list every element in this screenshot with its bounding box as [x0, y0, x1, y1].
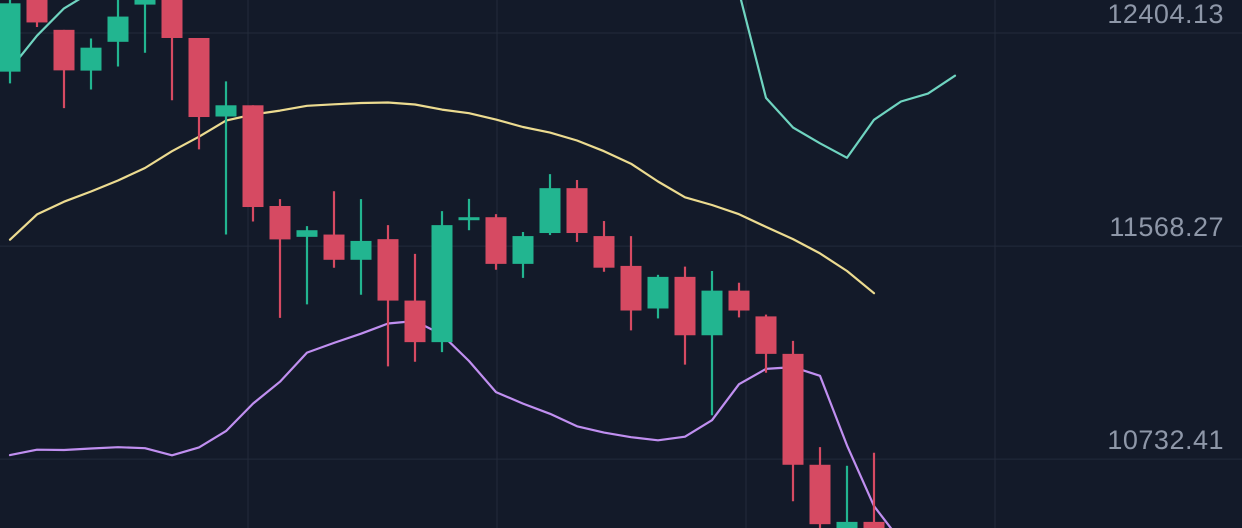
- candle: [404, 253, 426, 362]
- candle: [161, 0, 183, 101]
- middle-band-line: [8, 101, 876, 295]
- candle: [782, 340, 804, 502]
- candle: [323, 191, 345, 268]
- candle-body: [0, 3, 21, 72]
- candle-body: [782, 353, 804, 465]
- price-label: 10732.41: [1107, 425, 1224, 455]
- upper-band-line: [8, 0, 81, 71]
- candle-body: [377, 239, 399, 301]
- bollinger-bands: [8, 0, 957, 528]
- candle: [296, 226, 318, 305]
- candle: [539, 174, 561, 236]
- candle-body: [620, 265, 642, 311]
- candle: [647, 274, 669, 319]
- candle-body: [458, 217, 480, 221]
- price-label: 12404.13: [1107, 0, 1224, 29]
- candle-body: [836, 521, 858, 528]
- candle-body: [350, 240, 372, 260]
- candle-body: [809, 464, 831, 525]
- candle: [728, 282, 750, 318]
- candle: [674, 266, 696, 365]
- lower-band-line: [8, 319, 893, 528]
- candle: [377, 225, 399, 367]
- candle-body: [188, 37, 210, 118]
- candle: [107, 0, 129, 67]
- candle: [242, 105, 264, 222]
- candles: [0, 0, 885, 528]
- candle-body: [701, 290, 723, 336]
- candle: [755, 314, 777, 373]
- candle: [512, 232, 534, 278]
- candle: [215, 81, 237, 235]
- candle-body: [593, 236, 615, 268]
- candle-body: [674, 276, 696, 336]
- candle: [80, 38, 102, 90]
- candle-body: [80, 47, 102, 71]
- candle: [0, 0, 21, 84]
- candle-body: [755, 316, 777, 354]
- price-label: 11568.27: [1109, 212, 1224, 242]
- candle: [593, 221, 615, 272]
- upper-band-line: [739, 0, 957, 159]
- candle: [350, 199, 372, 295]
- candle-body: [107, 16, 129, 42]
- candle-body: [431, 225, 453, 343]
- candle: [836, 465, 858, 528]
- candle-body: [485, 217, 507, 264]
- candle: [269, 199, 291, 318]
- candle: [485, 214, 507, 270]
- candle: [431, 211, 453, 353]
- candle-body: [26, 0, 48, 23]
- candle-body: [863, 521, 885, 528]
- candle: [26, 0, 48, 28]
- candle: [134, 0, 156, 53]
- candle-body: [647, 276, 669, 309]
- candle-body: [512, 236, 534, 264]
- candle-body: [215, 105, 237, 117]
- candle-body: [323, 234, 345, 260]
- candle-body: [161, 0, 183, 38]
- candle: [701, 271, 723, 416]
- candle: [566, 179, 588, 242]
- candle-body: [728, 290, 750, 311]
- candle: [53, 29, 75, 109]
- candle: [863, 452, 885, 528]
- price-axis-labels: 12404.13 11568.27 10732.41: [1107, 0, 1224, 455]
- candle-body: [242, 105, 264, 208]
- candle-body: [404, 300, 426, 343]
- candle: [458, 198, 480, 231]
- candle-body: [539, 188, 561, 234]
- candle-body: [134, 0, 156, 5]
- candle-body: [269, 205, 291, 240]
- candle-body: [53, 29, 75, 71]
- candle-body: [296, 230, 318, 237]
- candle: [620, 236, 642, 331]
- candle: [809, 447, 831, 528]
- candle: [188, 37, 210, 150]
- candle-body: [566, 188, 588, 234]
